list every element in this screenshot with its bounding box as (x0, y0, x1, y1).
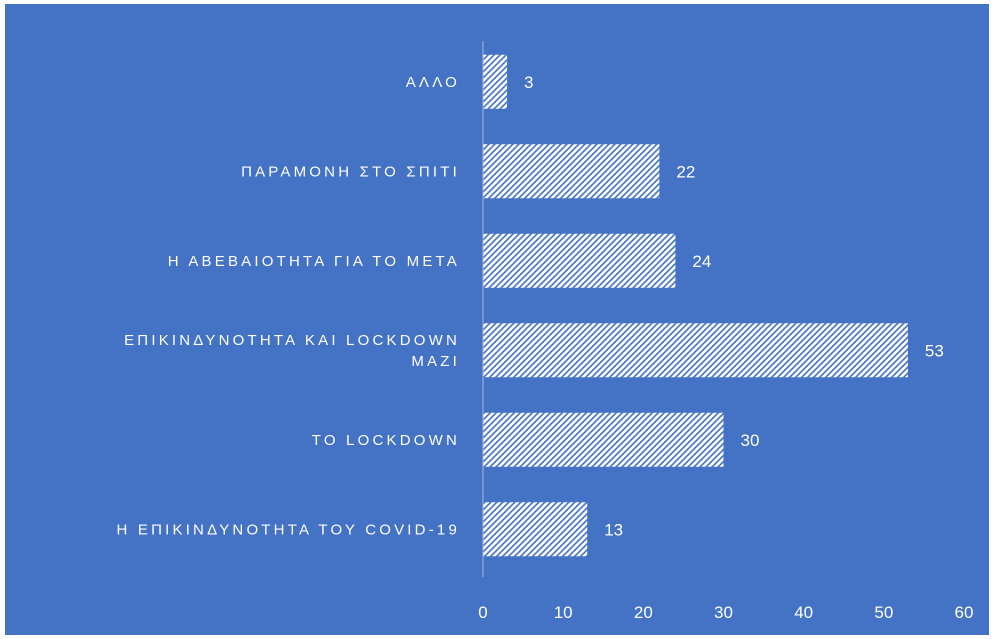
category-label-line: Η ΕΠΙΚΙΝΔΥΝΟΤΗΤΑ ΤΟΥ COVID-19 (116, 521, 460, 538)
data-label: 24 (692, 252, 711, 271)
category-label: ΑΛΛΟ (406, 74, 460, 91)
chart-area: 3 ΑΛΛΟ 22 ΠΑΡΑΜΟΝΗ ΣΤΟ ΣΠΙΤΙ 24 Η ΑΒΕΒΑΙΟΤΗΤΑ… (5, 4, 989, 635)
x-tick-label: 30 (714, 603, 733, 622)
category-label-line: ΤΟ LOCKDOWN (312, 432, 460, 449)
category-label-line: ΕΠΙΚΙΝΔΥΝΟΤΗΤΑ ΚΑΙ LOCKDOWN (124, 332, 460, 349)
category-label: ΕΠΙΚΙΝΔΥΝΟΤΗΤΑ ΚΑΙ LOCKDOWN ΜΑΖΙ (124, 332, 460, 370)
bar (483, 233, 676, 288)
bar-chart: 3 ΑΛΛΟ 22 ΠΑΡΑΜΟΝΗ ΣΤΟ ΣΠΙΤΙ 24 Η ΑΒΕΒΑΙΟΤΗΤΑ… (116, 41, 974, 622)
bar (483, 144, 660, 199)
category-label: Η ΑΒΕΒΑΙΟΤΗΤΑ ΓΙΑ ΤΟ ΜΕΤΑ (168, 253, 460, 270)
data-label: 53 (925, 341, 944, 360)
bar (483, 54, 508, 109)
x-tick-label: 20 (634, 603, 653, 622)
data-label: 13 (604, 520, 623, 539)
category-label: Η ΕΠΙΚΙΝΔΥΝΟΤΗΤΑ ΤΟΥ COVID-19 (116, 521, 460, 538)
x-tick-label: 50 (874, 603, 893, 622)
x-tick-label: 0 (478, 603, 487, 622)
bar (483, 502, 588, 557)
category-label-line: ΑΛΛΟ (406, 74, 460, 91)
data-label: 22 (676, 162, 695, 181)
x-tick-label: 10 (554, 603, 573, 622)
x-tick-label: 40 (794, 603, 813, 622)
category-label: ΤΟ LOCKDOWN (312, 432, 460, 449)
data-label: 30 (741, 431, 760, 450)
category-label-line: Η ΑΒΕΒΑΙΟΤΗΤΑ ΓΙΑ ΤΟ ΜΕΤΑ (168, 253, 460, 270)
category-label: ΠΑΡΑΜΟΝΗ ΣΤΟ ΣΠΙΤΙ (241, 163, 460, 180)
data-label: 3 (524, 73, 533, 92)
bar (483, 323, 908, 378)
category-label-line: ΠΑΡΑΜΟΝΗ ΣΤΟ ΣΠΙΤΙ (241, 163, 460, 180)
bar (483, 412, 724, 467)
x-tick-label: 60 (955, 603, 974, 622)
category-label-line: ΜΑΖΙ (411, 353, 460, 370)
